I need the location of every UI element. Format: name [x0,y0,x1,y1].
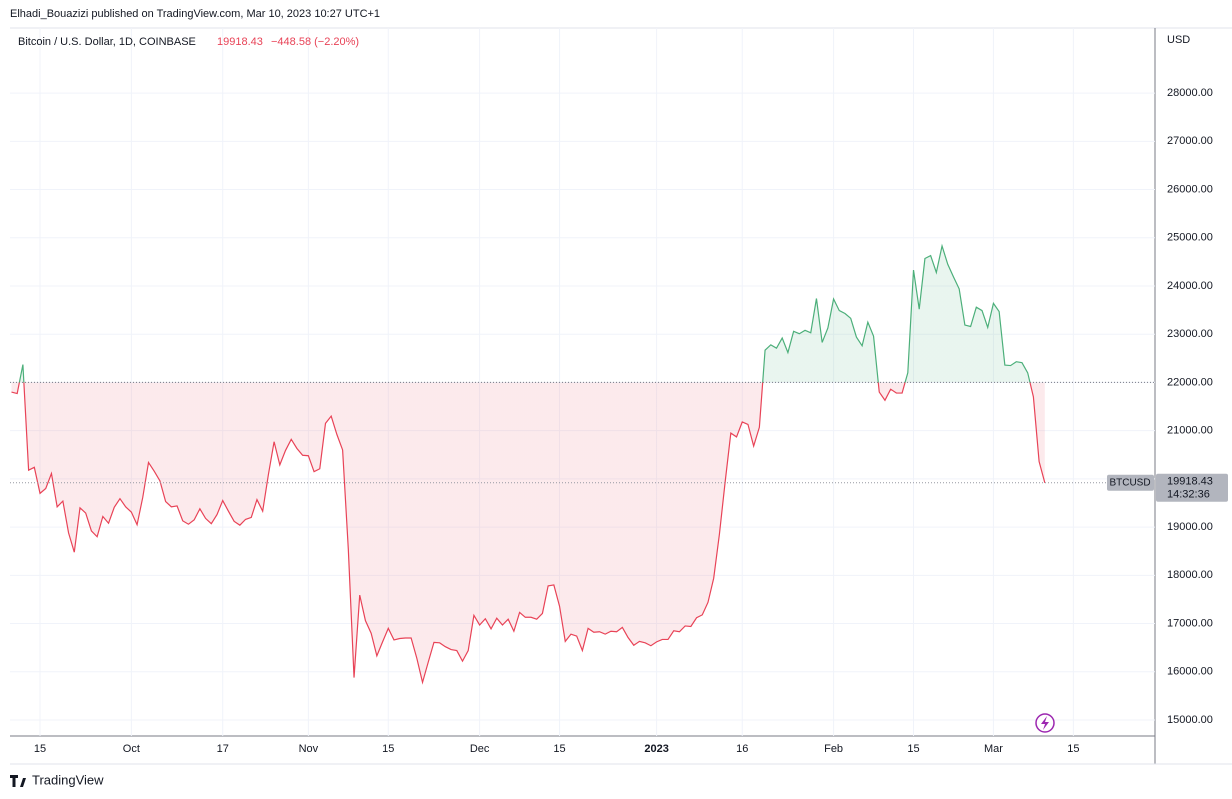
y-tick-label: 19000.00 [1167,521,1213,533]
y-tick-label: 21000.00 [1167,425,1213,437]
currency-label: USD [1167,34,1190,46]
x-tick-label: 16 [736,743,748,755]
x-tick-label: Feb [824,743,843,755]
x-tick-label: 17 [217,743,229,755]
lightning-icon [1035,713,1055,733]
y-tick-label: 28000.00 [1167,87,1213,99]
y-tick-label: 27000.00 [1167,135,1213,147]
footer-logo: TradingView [10,772,104,787]
last-price-tag [1156,473,1228,502]
x-tick-label: 15 [553,743,565,755]
axes: 15000.00 16000.00 17000.00 18000.00 19000.00… [34,87,1213,755]
countdown-label: 14:32:36 [1167,489,1210,501]
price-line [11,243,1046,685]
publisher-header: Elhadi_Bouazizi published on TradingView… [10,8,380,20]
y-tick-label: 16000.00 [1167,666,1213,678]
plot-area [10,243,1155,685]
symbol-tag [1107,474,1154,491]
footer-brand: TradingView [32,772,104,787]
x-tick-label: 2023 [644,743,668,755]
x-tick-label: 15 [34,743,46,755]
y-tick-label: 25000.00 [1167,232,1213,244]
baseline-fill [11,245,1045,683]
y-tick-label: 15000.00 [1167,714,1213,726]
legend-last-price: 19918.43 [217,36,263,48]
x-tick-label: Nov [299,743,319,755]
symbol-tag-label: BTCUSD [1109,477,1150,488]
legend-change: −448.58 (−2.20%) [271,36,359,48]
x-tick-label: Oct [123,743,140,755]
x-tick-label: 15 [382,743,394,755]
last-price-label: 19918.43 [1167,476,1213,488]
x-tick-label: 15 [907,743,919,755]
x-tick-label: Mar [984,743,1003,755]
x-tick-label: Dec [470,743,490,755]
y-tick-label: 24000.00 [1167,280,1213,292]
y-tick-label: 23000.00 [1167,328,1213,340]
y-tick-label: 17000.00 [1167,617,1213,629]
y-tick-label: 18000.00 [1167,569,1213,581]
y-tick-label: 22000.00 [1167,376,1213,388]
symbol-title: Bitcoin / U.S. Dollar, 1D, COINBASE [18,36,196,48]
x-tick-label: 15 [1067,743,1079,755]
y-tick-label: 26000.00 [1167,183,1213,195]
